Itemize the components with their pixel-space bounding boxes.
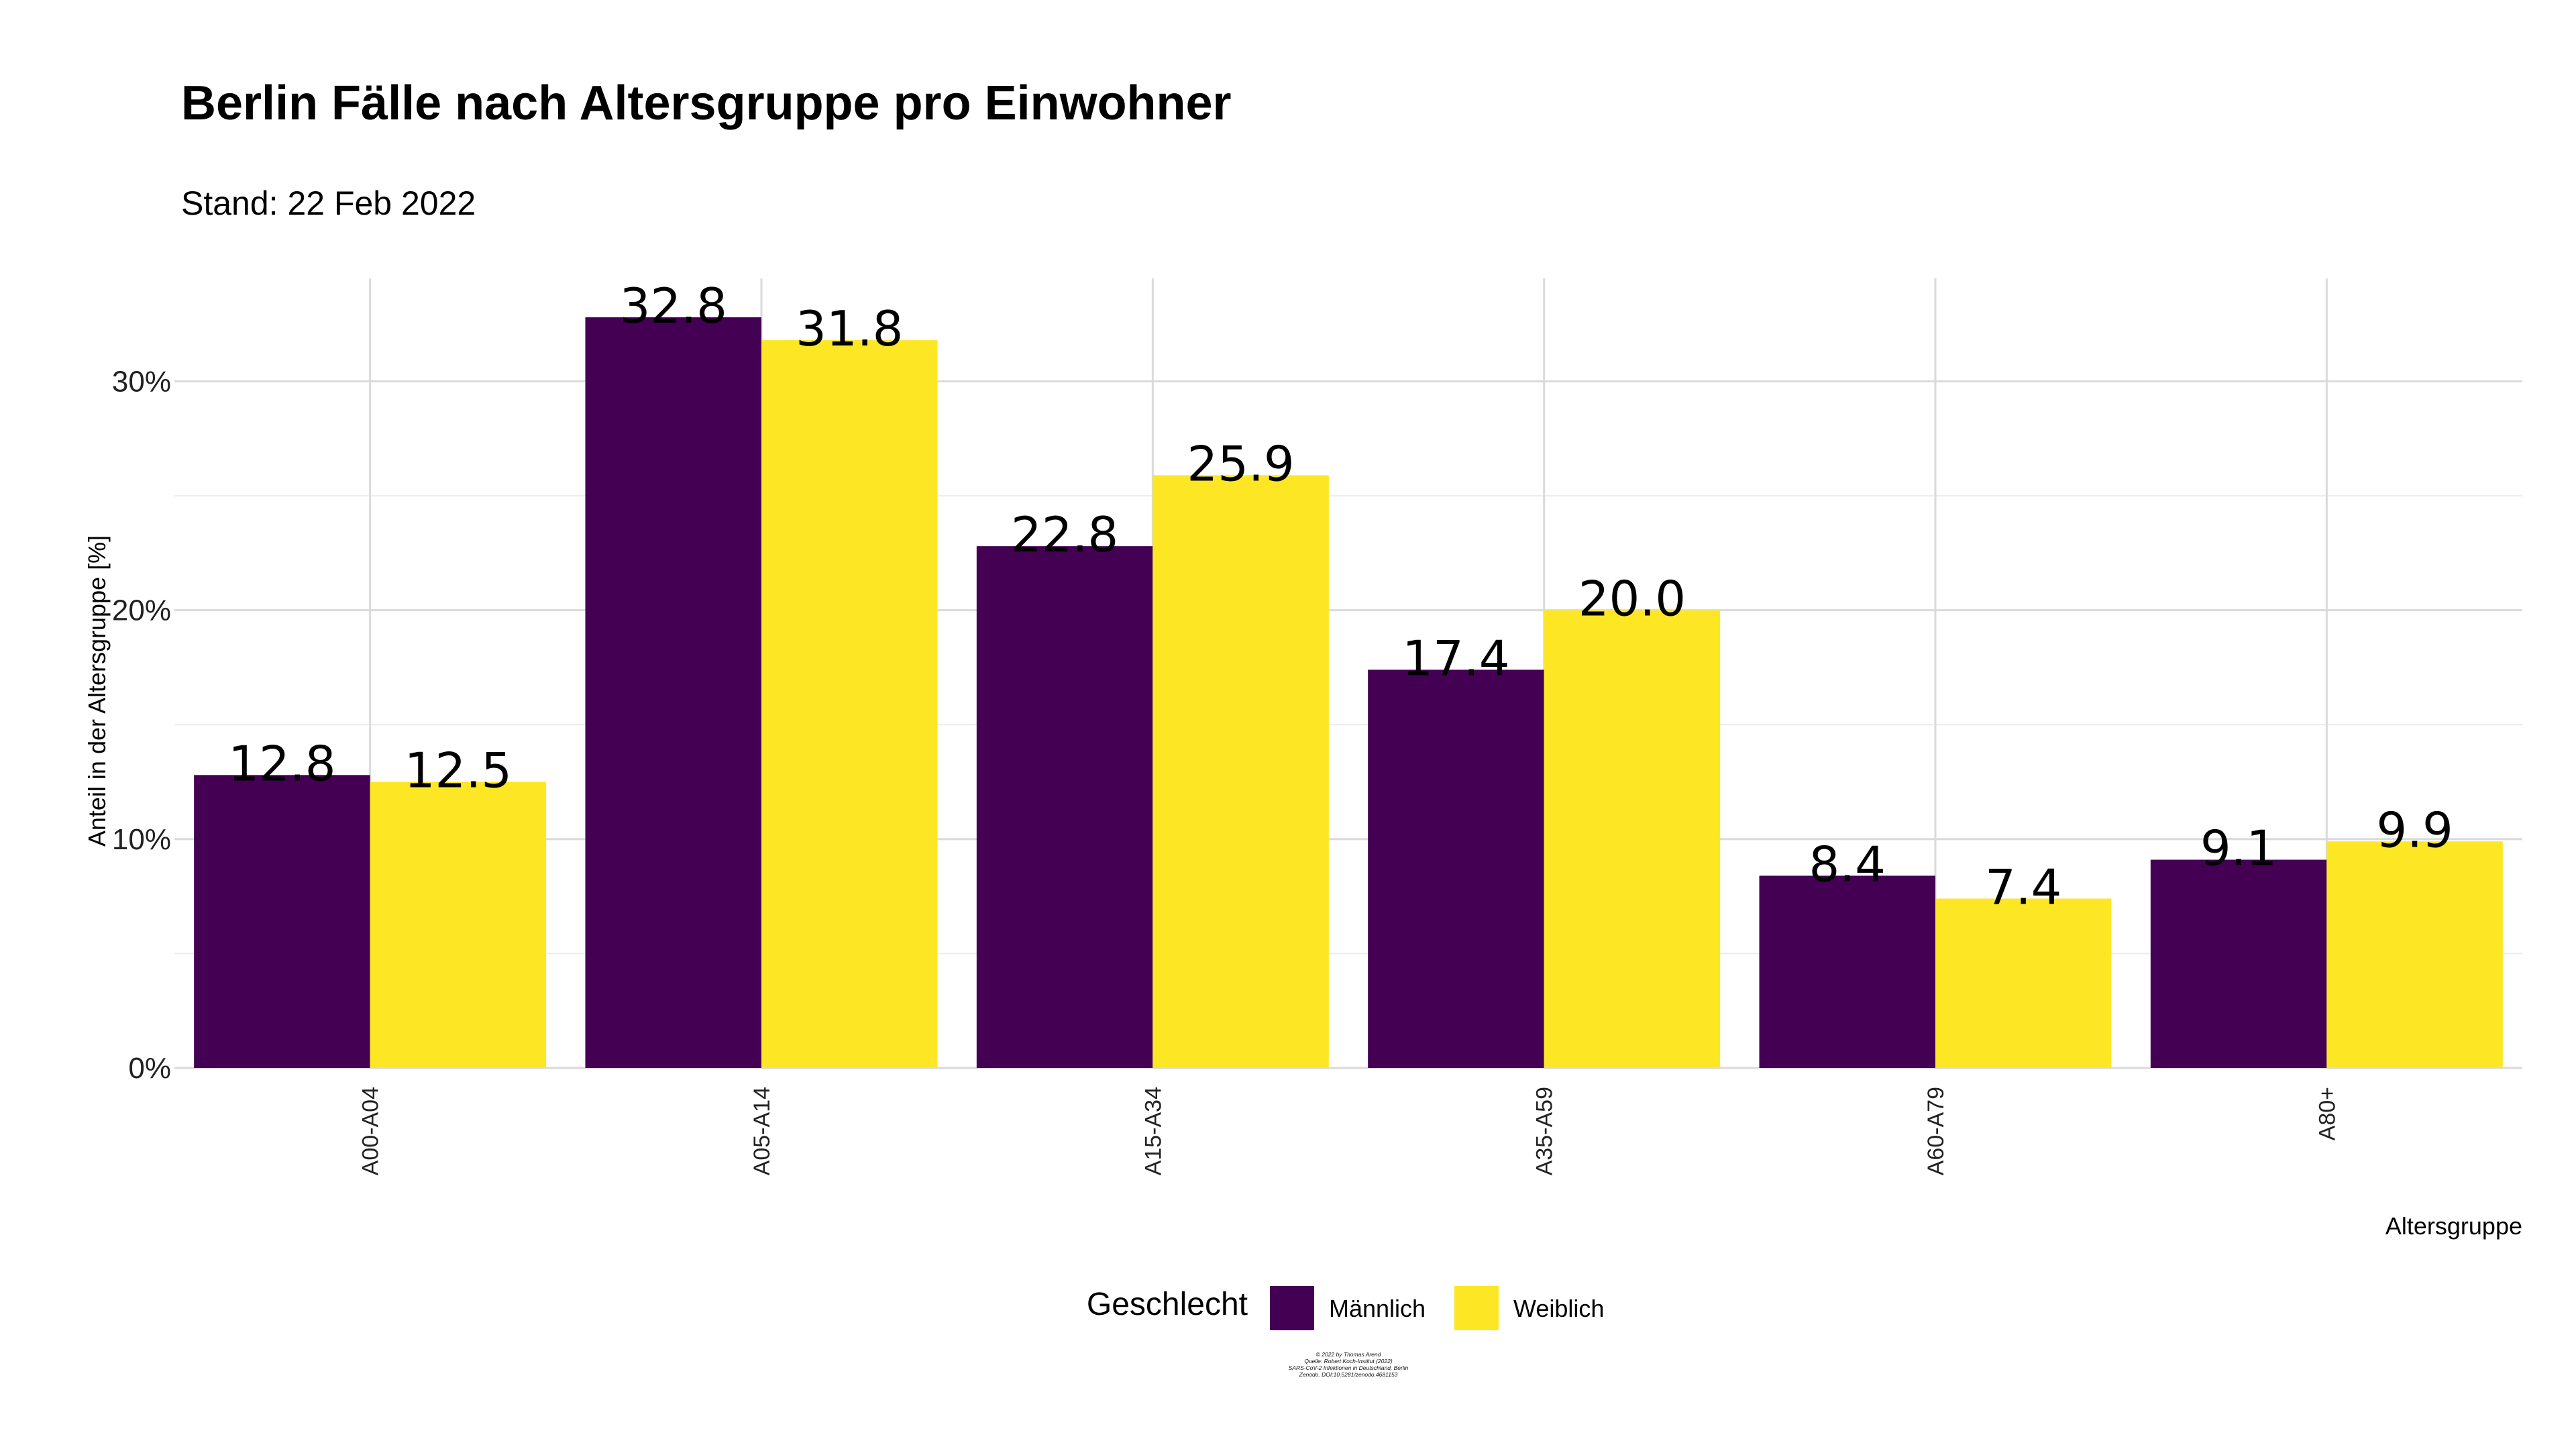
y-tick-label: 0% (128, 1052, 171, 1085)
bar-weiblich-a15-a34 (1152, 475, 1329, 1068)
bar-value-label: 9.1 (2200, 820, 2277, 877)
legend-swatch (1270, 1286, 1314, 1330)
bar-weiblich-a60-a79 (1935, 898, 2112, 1068)
legend-label: Weiblich (1513, 1295, 1604, 1322)
caption-line: Zenodo. DOI:10.5281/zenodo.4681153 (1299, 1371, 1398, 1378)
bar-weiblich-a35-a59 (1544, 610, 1721, 1068)
legend-label: Männlich (1329, 1295, 1426, 1322)
bar-m-nnlich-a80- (2150, 859, 2327, 1068)
bar-weiblich-a05-a14 (761, 340, 938, 1068)
bar-value-label: 17.4 (1402, 630, 1509, 686)
bar-value-label: 31.8 (796, 301, 903, 357)
x-axis-title: Altersgruppe (2385, 1212, 2522, 1240)
legend-swatch (1454, 1286, 1499, 1330)
x-axis-ticks: A00-A04 A05-A14 A15-A34 A35-A59 A60-A79 A80+ (358, 1087, 2341, 1175)
caption-line: SARS-CoV-2 Infektionen in Deutschland, B… (1289, 1364, 1409, 1371)
y-axis-title: Anteil in der Altersgruppe [%] (83, 535, 111, 847)
y-tick-label: 30% (112, 366, 171, 398)
bar-m-nnlich-a15-a34 (976, 546, 1153, 1068)
legend: Geschlecht Männlich Weiblich (1087, 1286, 1604, 1330)
bar-value-label: 22.8 (1011, 506, 1118, 563)
x-tick-label: A80+ (2314, 1087, 2340, 1140)
bar-value-label: 9.9 (2376, 802, 2453, 858)
y-axis-ticks: 0% 10% 20% 30% (112, 366, 171, 1085)
legend-title: Geschlecht (1087, 1287, 1248, 1322)
bar-m-nnlich-a60-a79 (1759, 875, 1935, 1068)
bar-m-nnlich-a00-a04 (194, 775, 370, 1068)
caption-line: © 2022 by Thomas Arend (1316, 1351, 1381, 1358)
bar-weiblich-a80- (2326, 841, 2503, 1068)
y-tick-label: 10% (112, 823, 171, 856)
x-tick-label: A60-A79 (1923, 1087, 1949, 1175)
bar-value-label: 7.4 (1985, 859, 2062, 916)
x-tick-label: A00-A04 (358, 1087, 384, 1175)
bar-value-label: 12.5 (405, 743, 512, 799)
x-tick-label: A05-A14 (749, 1087, 775, 1175)
x-tick-label: A35-A59 (1532, 1087, 1558, 1175)
bar-value-label: 32.8 (620, 278, 727, 334)
bar-value-label: 8.4 (1809, 836, 1886, 892)
bar-weiblich-a00-a04 (370, 782, 547, 1068)
chart-title: Berlin Fälle nach Altersgruppe pro Einwo… (181, 76, 1232, 130)
bar-labels: 12.8 32.8 22.8 17.4 8.4 9.1 12.5 31.8 25.9 20.0 7.… (228, 278, 2453, 916)
bar-value-label: 12.8 (228, 735, 335, 792)
y-tick-label: 20% (112, 594, 171, 627)
bar-m-nnlich-a35-a59 (1368, 669, 1544, 1068)
bars (194, 317, 2503, 1069)
bar-value-label: 20.0 (1578, 571, 1686, 627)
x-tick-label: A15-A34 (1140, 1087, 1166, 1175)
bar-value-label: 25.9 (1187, 435, 1294, 492)
caption-line: Quelle: Robert Koch-Institut (2022) (1304, 1358, 1393, 1364)
bar-m-nnlich-a05-a14 (585, 317, 761, 1069)
chart-subtitle: Stand: 22 Feb 2022 (181, 184, 476, 222)
